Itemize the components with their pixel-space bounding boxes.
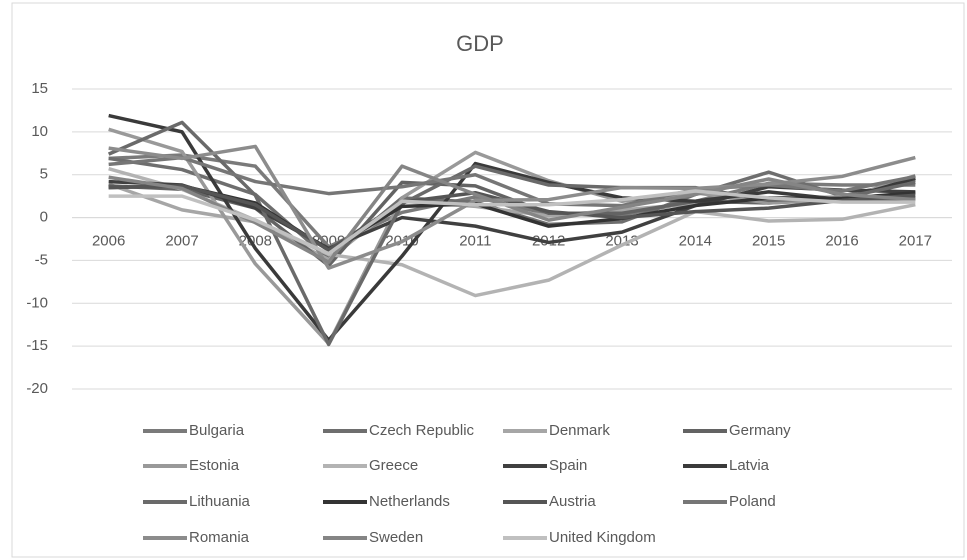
legend-label: Denmark — [549, 422, 610, 439]
y-tick-label: 10 — [31, 123, 48, 140]
legend-label: Bulgaria — [189, 422, 245, 439]
legend-label: Germany — [729, 422, 791, 439]
chart-frame — [11, 2, 965, 558]
x-tick-label: 2011 — [459, 233, 491, 250]
y-tick-label: -15 — [26, 337, 48, 354]
legend-label: Poland — [729, 493, 776, 510]
legend-label: Estonia — [189, 457, 240, 474]
y-tick-label: 0 — [40, 209, 48, 226]
series-line — [108, 113, 916, 342]
x-tick-label: 2007 — [165, 233, 198, 250]
legend-label: Spain — [549, 457, 587, 474]
legend-label: Latvia — [729, 457, 770, 474]
y-tick-label: 5 — [40, 166, 48, 183]
series-line — [108, 184, 916, 252]
y-tick-label: 15 — [31, 80, 48, 97]
series-line — [108, 127, 916, 346]
legend-label: Austria — [549, 493, 596, 510]
x-tick-label: 2015 — [752, 233, 785, 250]
legend-label: Greece — [369, 457, 418, 474]
x-tick-label: 2013 — [605, 233, 638, 250]
x-tick-label: 2014 — [679, 233, 712, 250]
legend-label: Lithuania — [189, 493, 251, 510]
chart-title: GDP — [456, 31, 504, 56]
y-tick-label: -10 — [26, 294, 48, 311]
x-tick-label: 2017 — [899, 233, 932, 250]
x-tick-label: 2006 — [92, 233, 125, 250]
y-tick-label: -5 — [35, 251, 48, 268]
legend-label: United Kingdom — [549, 529, 656, 546]
x-tick-label: 2016 — [825, 233, 858, 250]
y-tick-label: -20 — [26, 380, 48, 397]
series-line — [108, 155, 916, 208]
legend-label: Czech Republic — [369, 422, 475, 439]
legend-label: Sweden — [369, 529, 423, 546]
legend-label: Netherlands — [369, 493, 450, 510]
series-line — [108, 189, 916, 256]
legend-label: Romania — [189, 529, 250, 546]
